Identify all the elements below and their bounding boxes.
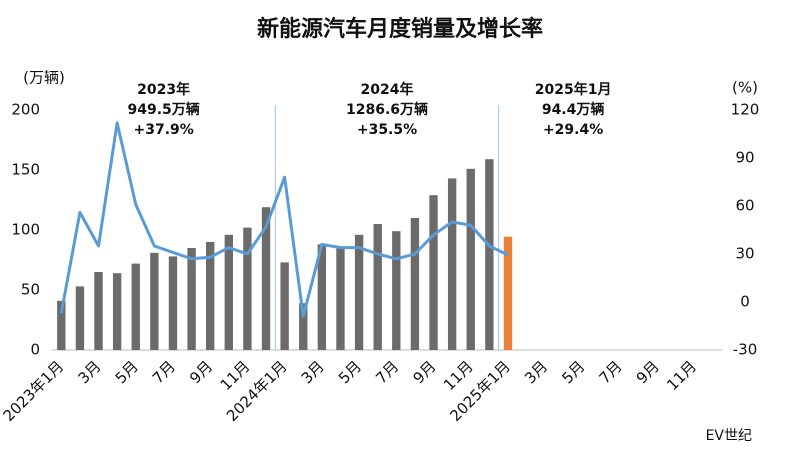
y2-tick-label: 30: [735, 245, 754, 263]
bar: [485, 159, 494, 350]
bar: [336, 248, 345, 350]
x-tick-label: 9月: [409, 357, 439, 387]
chart-title: 新能源汽车月度销量及增长率: [257, 16, 543, 42]
y-tick-label: 100: [11, 221, 40, 239]
x-tick-label: 9月: [633, 357, 663, 387]
x-tick-label: 5月: [558, 357, 588, 387]
bar: [94, 272, 103, 350]
annotation: +35.5%: [357, 122, 417, 138]
y2-tick-label: 90: [735, 149, 754, 167]
line: [59, 121, 509, 318]
x-tick-label: 7月: [372, 357, 402, 387]
annotation: 2025年1月: [535, 81, 612, 98]
y-tick-label: 50: [21, 281, 40, 299]
y-axis-label: (万辆): [23, 69, 65, 87]
annotation: 1286.6万辆: [346, 101, 428, 118]
y2-tick-label: -30: [733, 341, 758, 359]
y2-tick-label: 60: [735, 197, 754, 215]
annotation: 94.4万辆: [542, 101, 605, 118]
bar: [75, 286, 85, 350]
bar: [261, 207, 271, 350]
annotation: 2024年: [361, 81, 414, 98]
bar: [243, 227, 252, 350]
x-tick-label: 7月: [149, 357, 179, 387]
x-tick-label: 3月: [74, 357, 104, 387]
bar: [150, 252, 159, 350]
bar: [206, 242, 215, 350]
x-tick-label: 2023年1月: [0, 357, 67, 425]
bar: [447, 178, 457, 350]
y2-tick-label: 120: [731, 101, 760, 119]
x-tick-label: 3月: [521, 357, 551, 387]
bar: [112, 273, 122, 350]
y-tick-label: 200: [11, 101, 40, 119]
bar: [317, 244, 327, 350]
bar: [168, 256, 178, 350]
x-tick-label: 9月: [186, 357, 216, 387]
bar: [224, 234, 233, 350]
y2-tick-label: 0: [740, 293, 750, 311]
y2-axis-label: (%): [732, 79, 758, 97]
bar: [373, 224, 382, 350]
bar: [429, 195, 438, 350]
x-tick-label: 5月: [112, 357, 142, 387]
bar: [466, 168, 475, 350]
annotation: 949.5万辆: [128, 101, 200, 118]
bar: [131, 263, 140, 350]
x-tick-label: 7月: [596, 357, 626, 387]
bar: [187, 248, 196, 350]
x-tick-label: 11月: [663, 357, 700, 394]
bar: [299, 303, 308, 350]
y-tick-label: 150: [11, 161, 40, 179]
annotation: +29.4%: [543, 122, 603, 138]
annotation: +37.9%: [134, 122, 194, 138]
bar: [57, 300, 66, 350]
bar: [503, 236, 513, 350]
bar: [410, 218, 420, 350]
y-tick-label: 0: [30, 341, 40, 359]
x-tick-label: 3月: [298, 357, 328, 387]
bar: [280, 262, 289, 350]
x-tick-label: 5月: [335, 357, 365, 387]
annotation: 2023年: [137, 81, 190, 98]
watermark: EV世纪: [706, 428, 752, 444]
bar: [392, 231, 401, 350]
bar: [354, 234, 364, 350]
